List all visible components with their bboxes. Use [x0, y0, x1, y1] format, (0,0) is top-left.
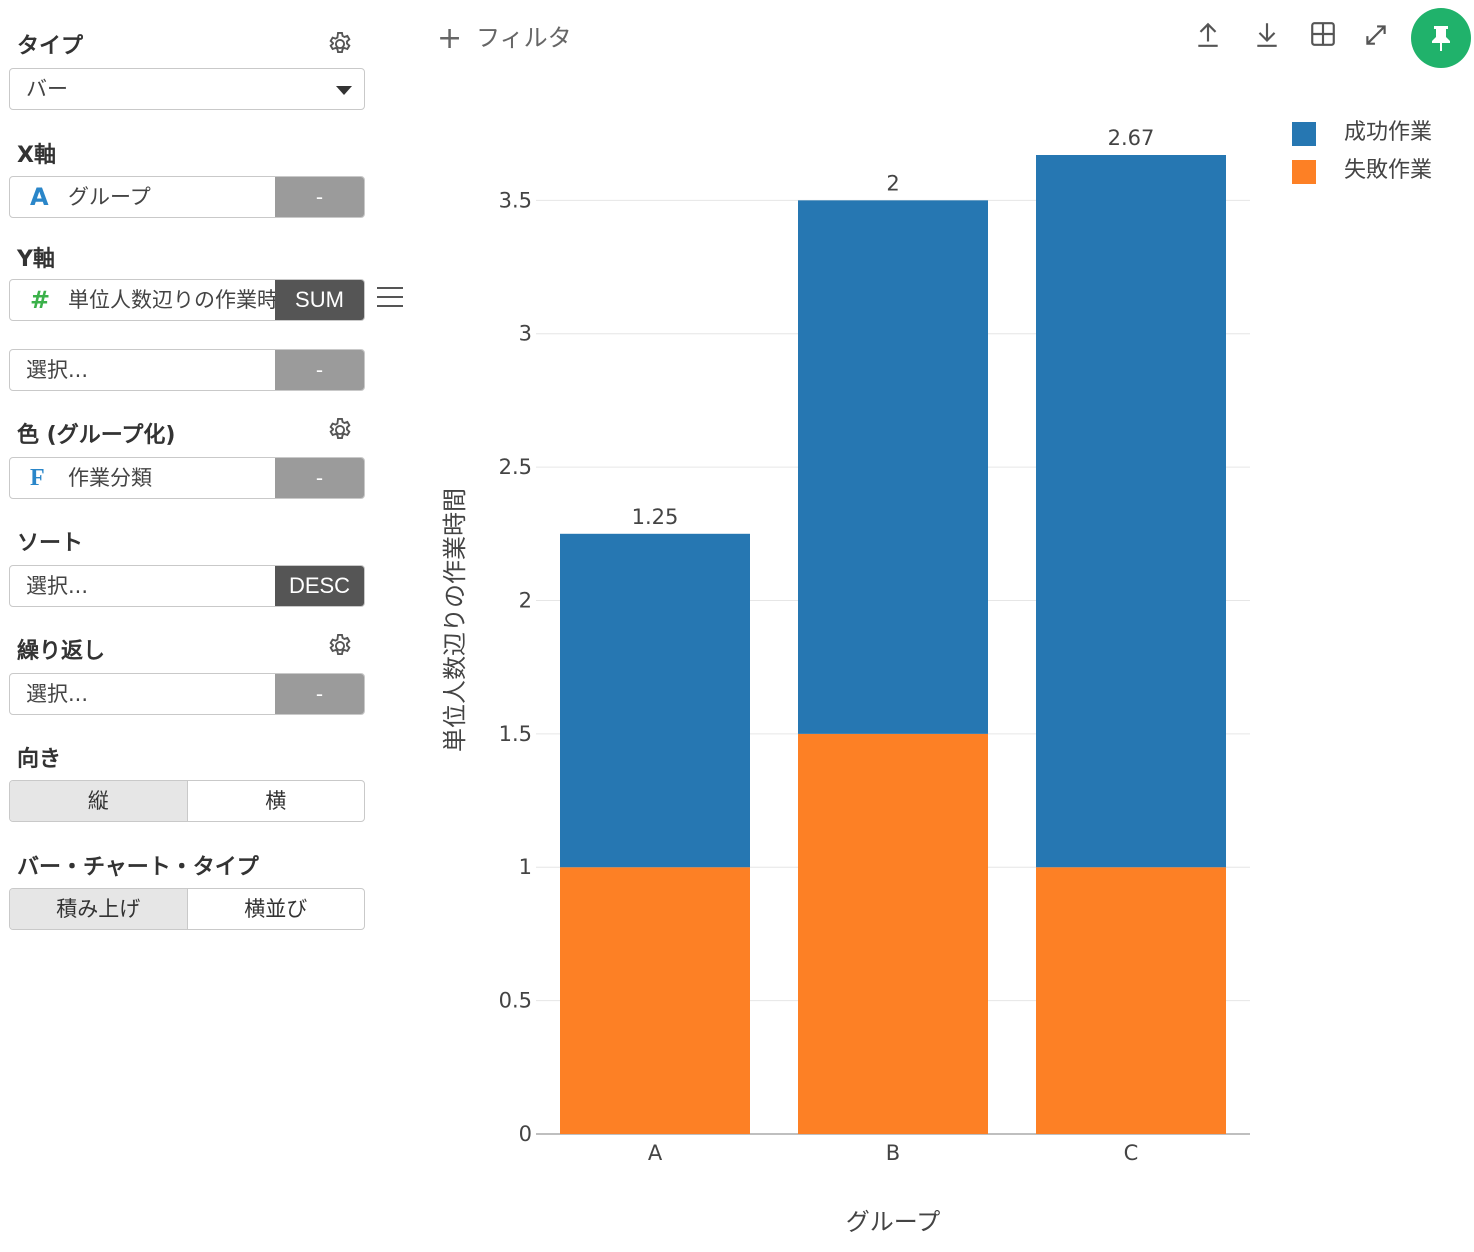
- sort-order-button[interactable]: DESC: [275, 566, 364, 606]
- type-select-value: バー: [26, 77, 68, 101]
- x-tick-label: C: [1124, 1141, 1139, 1165]
- y-axis-field[interactable]: # 単位人数辺りの作業時間 SUM: [9, 279, 365, 321]
- bar-success-b: [798, 200, 988, 734]
- repeat-placeholder: 選択...: [26, 682, 89, 706]
- y-tick-label: 2.5: [499, 455, 532, 479]
- menu-icon[interactable]: [377, 287, 403, 311]
- sort-placeholder: 選択...: [26, 574, 89, 598]
- y-axis-title: 単位人数辺りの作業時間: [441, 488, 469, 752]
- x-axis-title: グループ: [846, 1208, 941, 1236]
- repeat-gear-icon[interactable]: [326, 632, 354, 660]
- y-axis-extra-field[interactable]: 選択... -: [9, 349, 365, 391]
- grid-icon[interactable]: [1310, 20, 1336, 48]
- number-type-icon: #: [30, 286, 51, 314]
- sort-label: ソート: [17, 531, 84, 556]
- x-axis-field[interactable]: A グループ -: [9, 176, 365, 218]
- color-value: 作業分類: [68, 466, 152, 490]
- orientation-vertical-option[interactable]: 縦: [10, 781, 188, 821]
- type-label: タイプ: [17, 34, 84, 59]
- y-tick-label: 3: [519, 322, 532, 346]
- repeat-field[interactable]: 選択... -: [9, 673, 365, 715]
- data-label: 2: [886, 171, 899, 195]
- bar-type-grouped-option[interactable]: 横並び: [244, 897, 308, 921]
- type-select[interactable]: バー: [9, 68, 365, 110]
- repeat-label: 繰り返し: [17, 639, 106, 664]
- bar-failure-b: [798, 733, 988, 1134]
- repeat-remove-button[interactable]: -: [275, 674, 364, 714]
- plus-icon: +: [437, 21, 463, 56]
- y-tick-label: 1: [519, 855, 532, 879]
- legend-swatch-failure: [1292, 160, 1316, 184]
- bar-failure-a: [560, 867, 750, 1134]
- y-axis-aggregate-button[interactable]: SUM: [275, 280, 364, 320]
- upload-icon[interactable]: [1195, 20, 1221, 48]
- sort-field[interactable]: 選択... DESC: [9, 565, 365, 607]
- pin-button[interactable]: [1411, 8, 1471, 68]
- bar-failure-c: [1036, 867, 1226, 1134]
- y-axis-value: 単位人数辺りの作業時間: [68, 288, 278, 312]
- text-type-icon: A: [30, 183, 49, 211]
- add-filter-button[interactable]: + フィルタ: [437, 18, 572, 56]
- orientation-label: 向き: [17, 747, 62, 772]
- orientation-toggle: 縦 横: [9, 780, 365, 822]
- color-label: 色 (グループ化): [17, 423, 176, 448]
- y-tick-label: 1.5: [499, 722, 532, 746]
- y-tick-label: 0.5: [499, 989, 532, 1013]
- y-tick-label: 0: [519, 1122, 532, 1146]
- y-axis-extra-remove-button[interactable]: -: [275, 350, 364, 390]
- download-icon[interactable]: [1254, 20, 1280, 48]
- bar-success-a: [560, 533, 750, 868]
- x-axis-value: グループ: [68, 185, 151, 209]
- y-axis-extra-placeholder: 選択...: [26, 358, 89, 382]
- filter-label: フィルタ: [476, 24, 572, 52]
- type-gear-icon[interactable]: [326, 30, 354, 58]
- factor-type-icon: F: [30, 465, 45, 491]
- expand-icon[interactable]: [1363, 20, 1389, 48]
- data-label: 2.67: [1108, 126, 1155, 150]
- y-tick-label: 2: [519, 588, 532, 612]
- legend-swatch-success: [1292, 122, 1316, 146]
- bar-type-toggle: 積み上げ 横並び: [9, 888, 365, 930]
- x-axis-label: X軸: [17, 143, 56, 168]
- bar-type-stacked-option[interactable]: 積み上げ: [10, 889, 188, 929]
- bar-type-label: バー・チャート・タイプ: [17, 855, 259, 880]
- legend-label-success: 成功作業: [1344, 120, 1433, 145]
- settings-panel: タイプ バー X軸 A グループ - Y軸 # 単位人数辺りの作業時間 SUM …: [0, 0, 420, 1252]
- bar-success-c: [1036, 155, 1226, 868]
- pin-icon: [1432, 26, 1450, 51]
- orientation-horizontal-option[interactable]: 横: [265, 789, 287, 813]
- legend-label-failure: 失敗作業: [1344, 158, 1433, 183]
- x-tick-label: A: [648, 1141, 663, 1165]
- x-tick-label: B: [886, 1141, 900, 1165]
- x-axis-remove-button[interactable]: -: [275, 177, 364, 217]
- y-axis-label: Y軸: [17, 247, 55, 272]
- color-remove-button[interactable]: -: [275, 458, 364, 498]
- y-tick-label: 3.5: [499, 188, 532, 212]
- chevron-down-icon: [336, 86, 352, 95]
- color-field[interactable]: F 作業分類 -: [9, 457, 365, 499]
- color-gear-icon[interactable]: [326, 416, 354, 444]
- data-label: 1.25: [632, 505, 679, 529]
